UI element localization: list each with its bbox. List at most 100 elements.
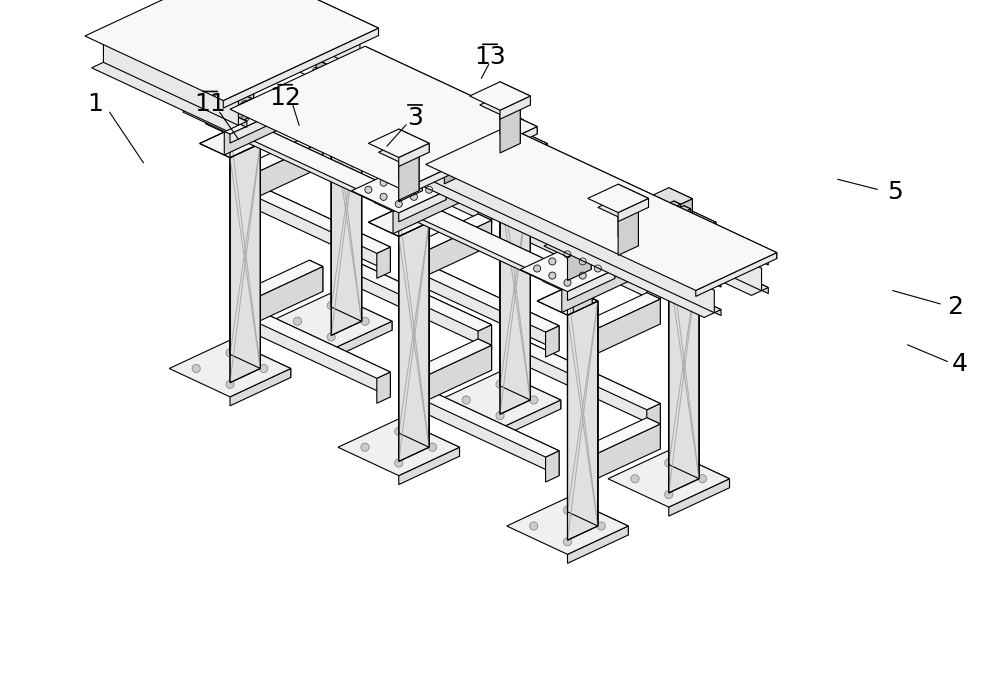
Circle shape — [380, 193, 387, 200]
Polygon shape — [224, 71, 356, 155]
Circle shape — [466, 139, 473, 146]
Circle shape — [395, 200, 402, 208]
Circle shape — [462, 396, 470, 404]
Polygon shape — [622, 200, 716, 244]
Polygon shape — [103, 37, 238, 125]
Polygon shape — [218, 96, 252, 111]
Polygon shape — [340, 135, 492, 206]
Polygon shape — [444, 154, 471, 184]
Polygon shape — [421, 386, 559, 476]
Polygon shape — [353, 260, 492, 350]
Polygon shape — [568, 246, 591, 280]
Polygon shape — [316, 47, 343, 77]
Circle shape — [343, 53, 350, 60]
Polygon shape — [85, 0, 378, 100]
Polygon shape — [645, 188, 692, 210]
Polygon shape — [543, 220, 693, 290]
Polygon shape — [500, 175, 530, 415]
Polygon shape — [669, 188, 692, 222]
Circle shape — [294, 317, 302, 326]
Polygon shape — [326, 62, 693, 256]
Text: 12: 12 — [269, 86, 301, 110]
Polygon shape — [669, 239, 699, 479]
Polygon shape — [309, 135, 323, 166]
Circle shape — [579, 258, 586, 265]
Polygon shape — [439, 371, 561, 429]
Polygon shape — [309, 44, 343, 59]
Polygon shape — [399, 144, 429, 166]
Polygon shape — [399, 419, 460, 456]
Polygon shape — [230, 369, 291, 406]
Circle shape — [327, 333, 335, 341]
Polygon shape — [426, 127, 777, 290]
Polygon shape — [200, 129, 260, 158]
Polygon shape — [309, 260, 323, 291]
Polygon shape — [507, 497, 628, 554]
Polygon shape — [568, 247, 615, 278]
Polygon shape — [657, 206, 691, 222]
Polygon shape — [213, 0, 368, 43]
Polygon shape — [402, 127, 537, 197]
Polygon shape — [478, 339, 492, 370]
Polygon shape — [407, 386, 559, 457]
Text: 13: 13 — [474, 45, 506, 69]
Polygon shape — [215, 94, 242, 124]
Polygon shape — [500, 121, 547, 152]
Polygon shape — [399, 143, 419, 191]
Circle shape — [512, 146, 519, 153]
Circle shape — [696, 218, 703, 224]
Circle shape — [226, 93, 234, 100]
Polygon shape — [326, 51, 353, 82]
Polygon shape — [647, 293, 660, 324]
Polygon shape — [407, 262, 559, 332]
Polygon shape — [589, 299, 660, 357]
Polygon shape — [647, 278, 660, 310]
Polygon shape — [696, 253, 777, 297]
Polygon shape — [438, 150, 471, 166]
Polygon shape — [238, 260, 323, 299]
Circle shape — [665, 491, 673, 499]
Polygon shape — [476, 109, 524, 131]
Polygon shape — [470, 161, 530, 189]
Circle shape — [361, 443, 369, 452]
Polygon shape — [331, 30, 355, 65]
Polygon shape — [399, 156, 422, 191]
Polygon shape — [674, 201, 681, 222]
Circle shape — [631, 474, 639, 483]
Polygon shape — [238, 307, 390, 378]
Polygon shape — [576, 418, 660, 457]
Circle shape — [594, 265, 601, 272]
Polygon shape — [230, 90, 277, 121]
Circle shape — [512, 132, 519, 139]
Polygon shape — [374, 141, 525, 211]
Polygon shape — [377, 372, 390, 403]
Polygon shape — [230, 88, 254, 123]
Polygon shape — [368, 208, 429, 237]
Polygon shape — [674, 234, 693, 266]
Polygon shape — [669, 199, 692, 233]
Polygon shape — [576, 293, 660, 332]
Polygon shape — [500, 105, 520, 153]
Polygon shape — [506, 141, 525, 173]
Polygon shape — [522, 214, 660, 303]
Circle shape — [226, 348, 234, 357]
Polygon shape — [465, 150, 471, 171]
Polygon shape — [500, 82, 530, 105]
Circle shape — [564, 279, 571, 286]
Polygon shape — [500, 96, 530, 119]
Circle shape — [313, 67, 320, 74]
Polygon shape — [112, 28, 247, 96]
Polygon shape — [568, 287, 598, 526]
Text: 11: 11 — [194, 92, 226, 117]
Polygon shape — [240, 0, 378, 36]
Polygon shape — [399, 167, 422, 202]
Polygon shape — [301, 82, 362, 111]
Circle shape — [297, 60, 304, 67]
Circle shape — [680, 225, 687, 232]
Polygon shape — [235, 91, 242, 111]
Polygon shape — [589, 424, 660, 482]
Polygon shape — [434, 149, 461, 179]
Circle shape — [564, 506, 572, 514]
Polygon shape — [169, 340, 291, 397]
Polygon shape — [470, 82, 530, 110]
